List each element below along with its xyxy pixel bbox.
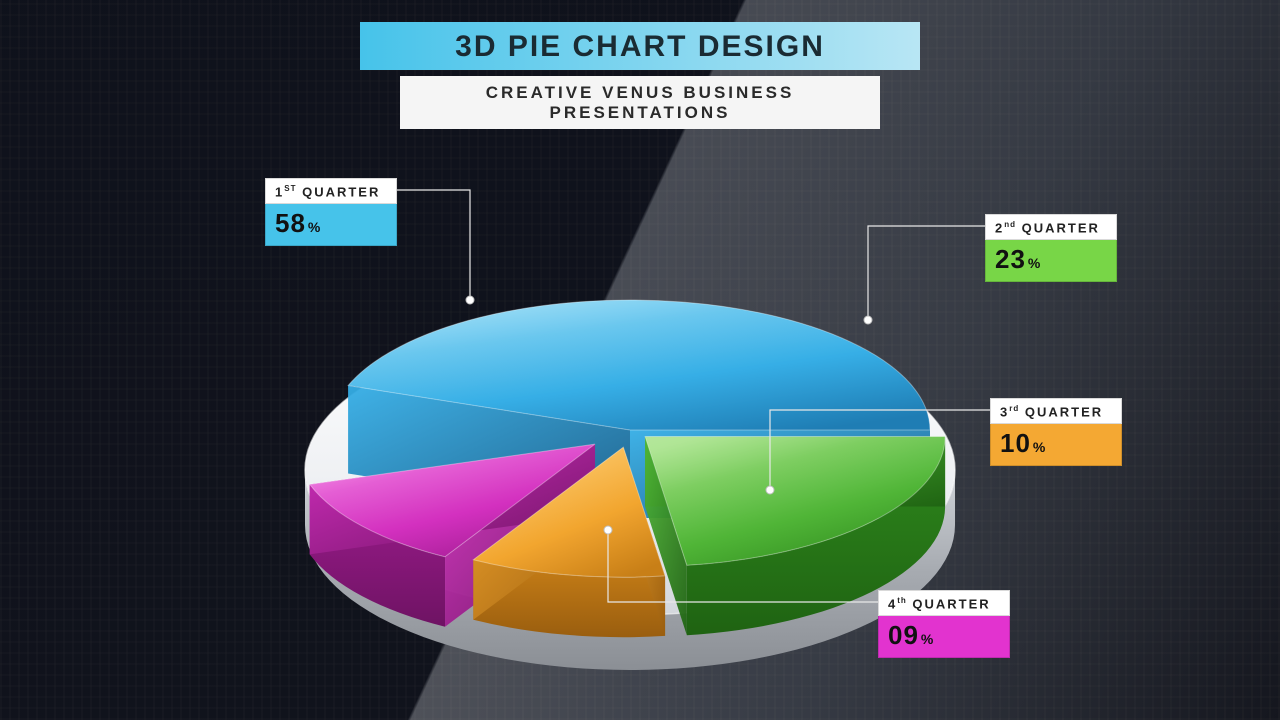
callout-q4: 4th QUARTER 09%	[878, 590, 1010, 658]
page-title: 3D PIE CHART DESIGN	[360, 22, 920, 70]
callout-q3-value: 10%	[990, 424, 1122, 466]
header: 3D PIE CHART DESIGN CREATIVE VENUS BUSIN…	[360, 22, 920, 129]
callout-q1-value: 58%	[265, 204, 397, 246]
callout-q2: 2nd QUARTER 23%	[985, 214, 1117, 282]
callout-q3-label: 3rd QUARTER	[990, 398, 1122, 424]
callout-q4-label: 4th QUARTER	[878, 590, 1010, 616]
callout-q3: 3rd QUARTER 10%	[990, 398, 1122, 466]
callout-q4-value: 09%	[878, 616, 1010, 658]
callout-q1: 1ST QUARTER 58%	[265, 178, 397, 246]
callout-q2-label: 2nd QUARTER	[985, 214, 1117, 240]
pie-slice-q1	[348, 300, 930, 518]
callout-q1-label: 1ST QUARTER	[265, 178, 397, 204]
callout-q2-value: 23%	[985, 240, 1117, 282]
pie-slice-q4	[310, 444, 595, 627]
pie-slice-q3	[473, 447, 665, 637]
page-subtitle: CREATIVE VENUS BUSINESS PRESENTATIONS	[400, 76, 880, 129]
